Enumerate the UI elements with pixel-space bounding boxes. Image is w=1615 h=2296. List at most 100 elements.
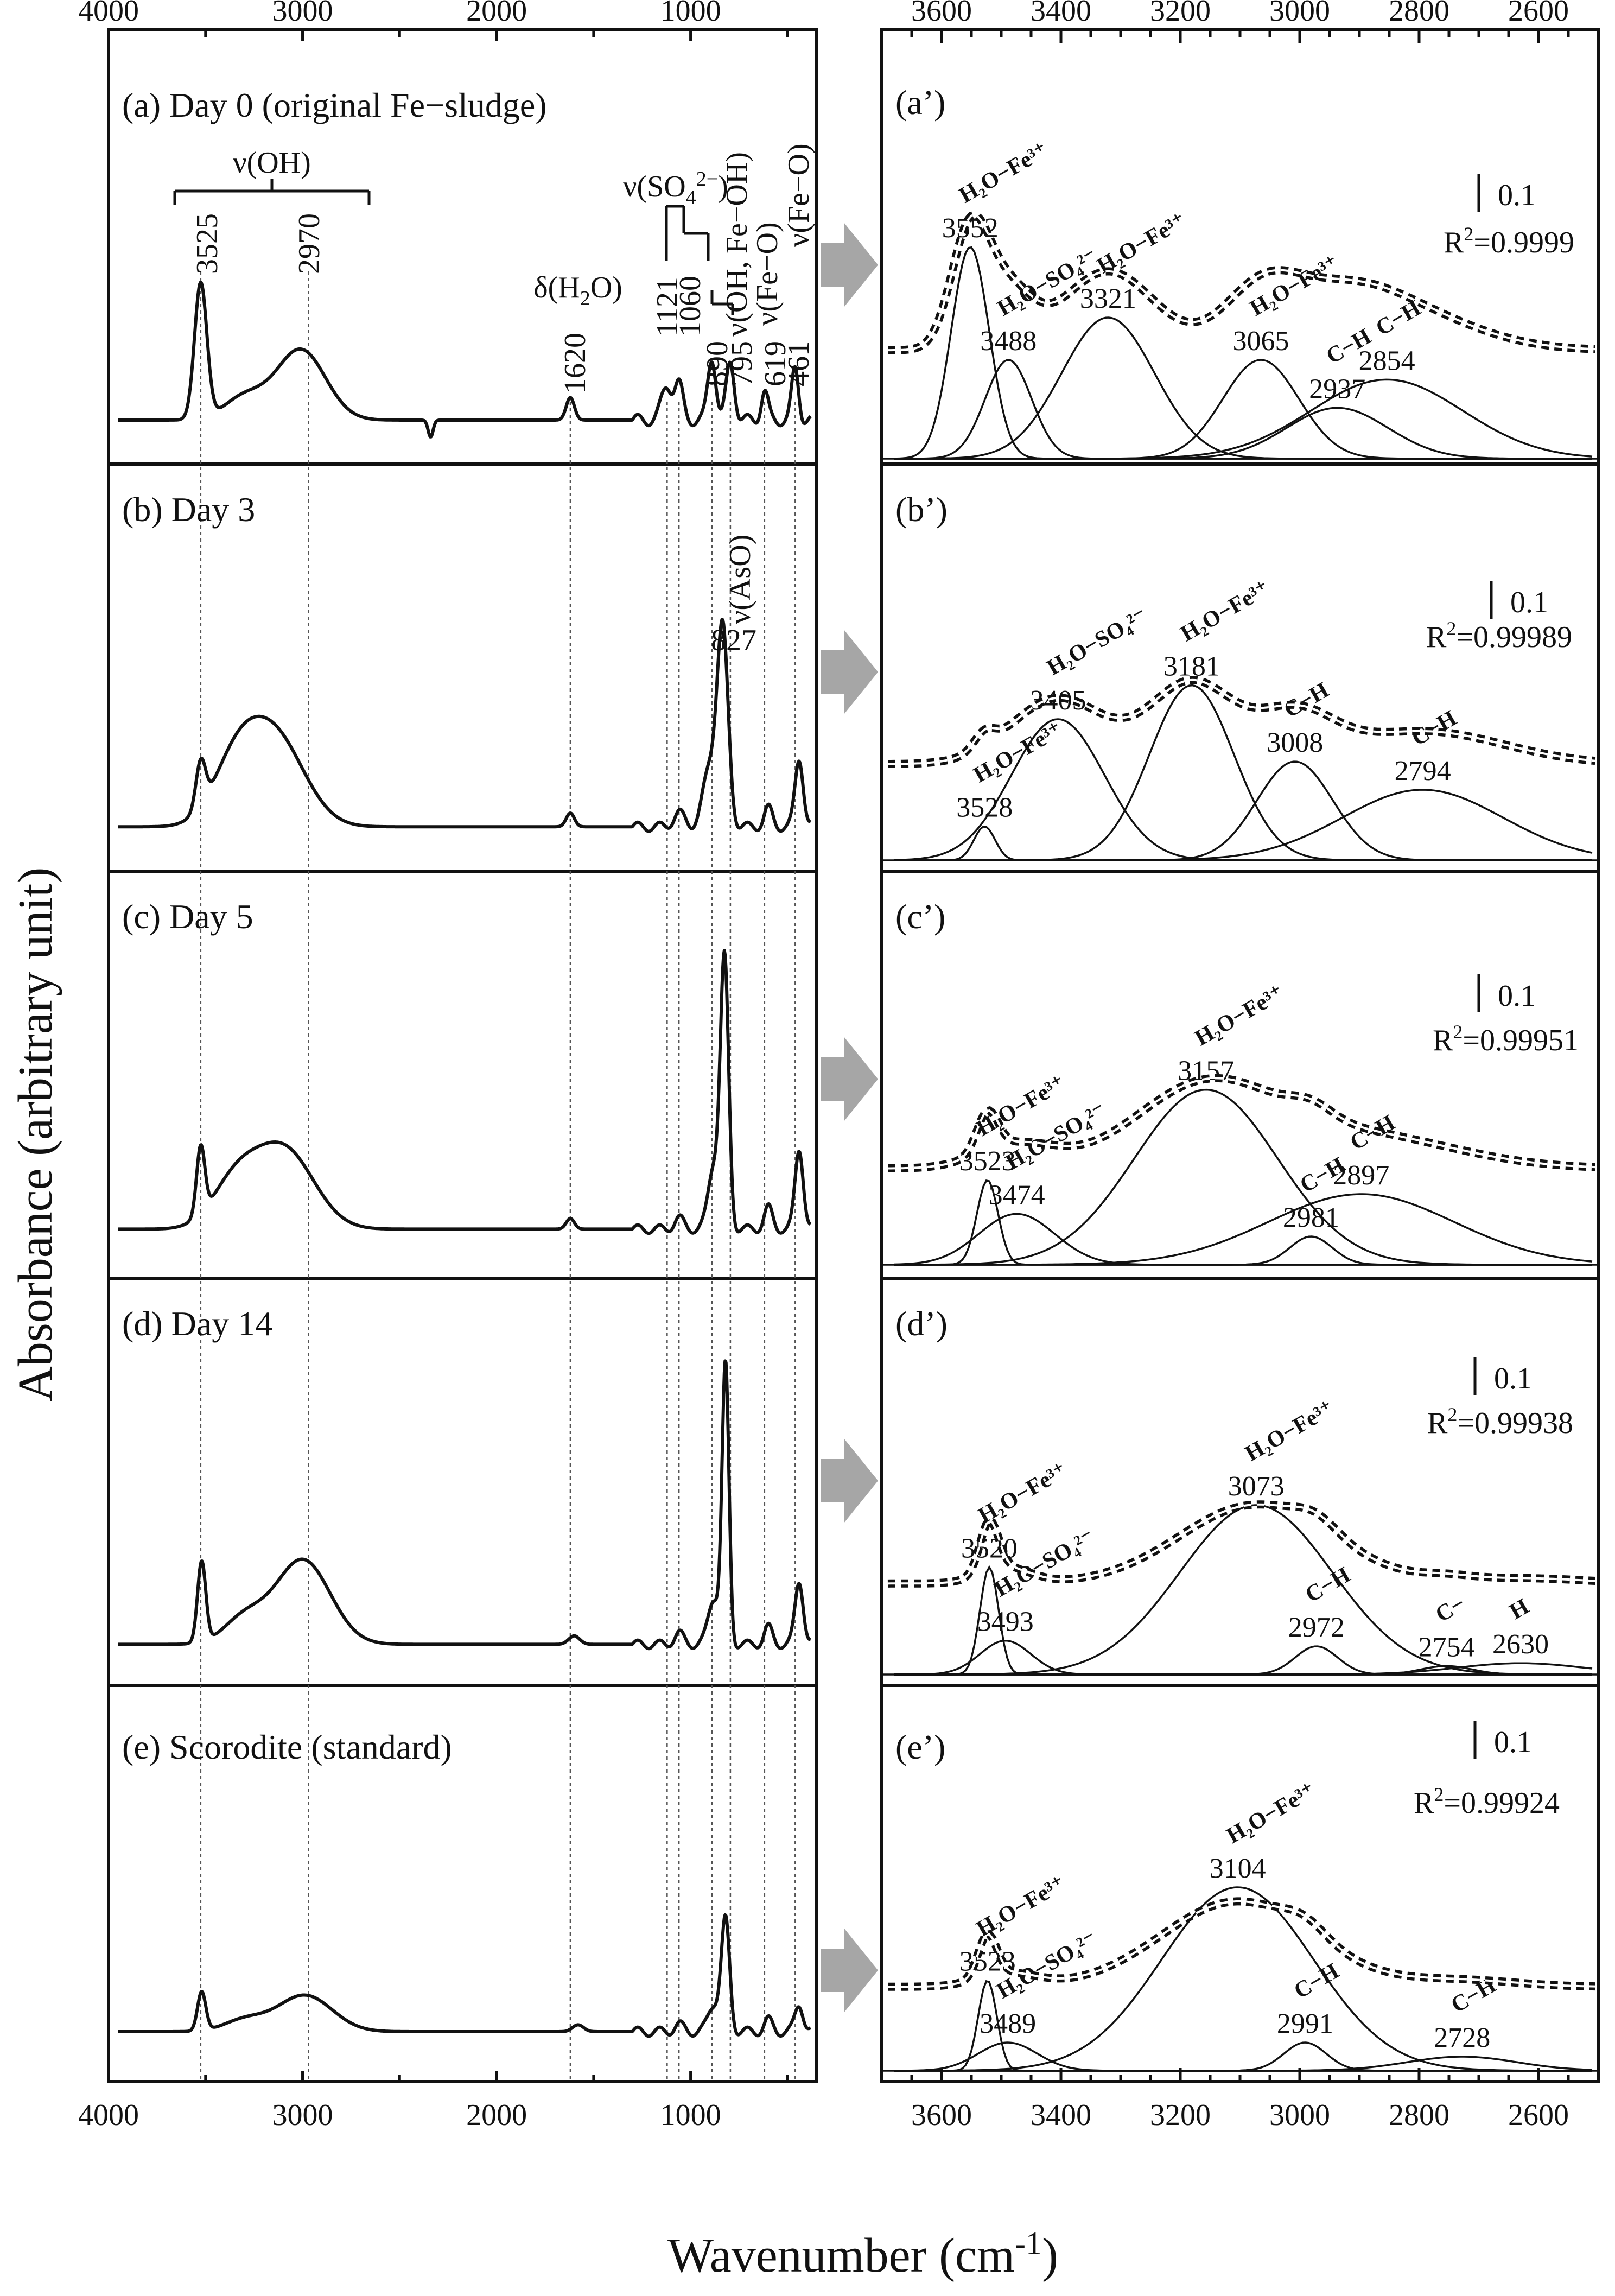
component-peak-label: 3104: [1210, 1853, 1266, 1884]
right-panel-label: (c’): [895, 897, 945, 936]
fit-curve-inner: [888, 213, 1595, 352]
r-squared: R2=0.99924: [1414, 1784, 1560, 1820]
spectrum-line: [117, 618, 812, 833]
annotation-v-fe-o: ν(Fe−O): [751, 222, 784, 326]
component-peak-label: 3474: [989, 1179, 1045, 1210]
peak-label-619: 619: [759, 341, 792, 386]
scale-bar-label: 0.1: [1498, 179, 1536, 212]
peak-label-1060: 1060: [673, 276, 707, 337]
annotation-v-so4: ν(SO42−): [623, 168, 728, 209]
scale-bar: 0.1 R2=0.99924: [1414, 1721, 1560, 1820]
x-tick-label: 2800: [1389, 2098, 1449, 2132]
x-tick-label: 3400: [1031, 2098, 1091, 2132]
component-peak-label: 2754: [1419, 1632, 1475, 1663]
spectrum-line: [117, 281, 812, 439]
annotation-v-oh: ν(OH): [233, 146, 311, 180]
left-spectra: [117, 281, 812, 2038]
left-panel-label: (a) Day 0 (original Fe−sludge): [122, 86, 547, 124]
component-peak-label: 3073: [1228, 1471, 1285, 1502]
component-peak-label: 3488: [980, 326, 1037, 357]
peak-label-890: 890: [701, 341, 734, 386]
x-tick-label: 3000: [272, 2098, 333, 2132]
component-peak-label: 3493: [977, 1607, 1034, 1638]
so4-bracket: [665, 205, 710, 261]
peak-label-461: 461: [782, 341, 816, 386]
component-peak-label: 3489: [980, 2008, 1036, 2039]
left-stack-plot: 4000 4000 3000 3000 2000 2000 1000 1000 (a) Day…: [78, 0, 818, 2132]
peak-label-3525: 3525: [190, 213, 224, 274]
right-panel-label: (e’): [895, 1728, 945, 1766]
fit-curve-inner: [887, 1503, 1595, 1585]
component-peak-label: 2794: [1395, 756, 1451, 787]
peak-label-795: 795: [725, 341, 759, 386]
r-squared: R2=0.99951: [1433, 1021, 1579, 1057]
component-peak-label: 2630: [1492, 1629, 1549, 1660]
x-tick-label: 3400: [1031, 0, 1091, 28]
scale-bar: 0.1 R2=0.99951: [1433, 974, 1579, 1057]
x-tick-label: 2600: [1508, 0, 1569, 28]
y-axis-title: Absorbance (arbitrary unit): [9, 867, 62, 1402]
arrow-b: [821, 630, 878, 714]
scale-bar-label: 0.1: [1494, 1362, 1532, 1396]
left-panel-label: (d) Day 14: [122, 1304, 272, 1343]
component-peak-label: 2897: [1333, 1160, 1389, 1191]
component-peak-label: 3065: [1233, 326, 1289, 357]
x-tick-label: 2800: [1389, 0, 1449, 28]
x-tick-label: 3600: [911, 0, 972, 28]
scale-bar-label: 0.1: [1498, 979, 1536, 1013]
scale-bar: 0.1 R2=0.99938: [1427, 1357, 1573, 1440]
oh-fe-bracket: [710, 290, 734, 315]
panel-arrows: [821, 223, 878, 2013]
peak-label-1620: 1620: [558, 333, 592, 394]
arrow-c: [821, 1037, 878, 1121]
x-tick-label: 2000: [466, 0, 527, 28]
peak-label-2970: 2970: [293, 213, 326, 274]
component-curve: [894, 1886, 1592, 2072]
arrow-e: [821, 1928, 878, 2013]
component-peak-label: 2854: [1359, 345, 1415, 376]
left-axis-ticks: 4000 4000 3000 3000 2000 2000 1000 1000: [78, 0, 789, 2132]
x-tick-label: 3000: [1269, 0, 1330, 28]
x-tick-label: 3000: [1269, 2098, 1330, 2132]
r-squared: R2=0.9999: [1444, 223, 1574, 259]
oh-stretch-bracket: [173, 179, 371, 205]
r-squared: R2=0.99989: [1426, 618, 1572, 654]
scale-bar-label: 0.1: [1510, 586, 1548, 619]
x-tick-label: 4000: [78, 0, 139, 28]
scale-bar: 0.1 R2=0.9999: [1444, 174, 1574, 259]
fit-curve-inner: [888, 1077, 1595, 1170]
component-peak-label: 2937: [1309, 373, 1365, 404]
x-tick-label: 3000: [272, 0, 333, 28]
annotation-v-aso: ν(AsO): [723, 535, 757, 624]
left-panel-label: (e) Scorodite (standard): [122, 1728, 452, 1766]
peak-label-1121: 1121: [651, 277, 684, 337]
x-axis-title: Wavenumber (cm-1): [667, 2225, 1058, 2282]
component-peak-label: 2728: [1434, 2022, 1490, 2053]
annotation-d-h2o: δ(H2O): [533, 271, 622, 310]
annotation-v-fe-o: ν(Fe−O): [782, 143, 816, 247]
spectrum-line: [117, 949, 812, 1235]
x-tick-label: 3200: [1150, 2098, 1211, 2132]
x-tick-label: 2000: [466, 2098, 527, 2132]
component-peak-label: 3008: [1267, 727, 1323, 758]
right-axis-ticks: 3600 3600 3400 3400 3200 3200 3000 3000 2800 2800…: [880, 0, 1600, 2132]
fit-curve-inner: [888, 678, 1595, 765]
component-peak-label: 3321: [1080, 283, 1136, 314]
spectrum-line: [117, 1913, 812, 2038]
spectrum-line: [117, 1359, 812, 1651]
peak-label-827: 827: [711, 624, 756, 657]
scale-bar-label: 0.1: [1494, 1726, 1532, 1759]
component-peak-label: 2991: [1277, 2008, 1333, 2039]
arrow-d: [821, 1438, 878, 1523]
right-panel-label: (b’): [895, 490, 948, 529]
left-plot-frame: [107, 28, 818, 2083]
x-tick-label: 1000: [660, 0, 721, 28]
x-tick-label: 2600: [1508, 2098, 1569, 2132]
x-tick-label: 3600: [911, 2098, 972, 2132]
right-panel-label: (a’): [895, 83, 945, 122]
annotation-v-oh-fe-oh: ν(OH, Fe−OH): [720, 152, 754, 337]
scale-bar: 0.1 R2=0.99989: [1426, 581, 1572, 654]
x-tick-label: 4000: [78, 2098, 139, 2132]
x-tick-label: 1000: [660, 2098, 721, 2132]
right-panel-label: (d’): [895, 1304, 948, 1343]
